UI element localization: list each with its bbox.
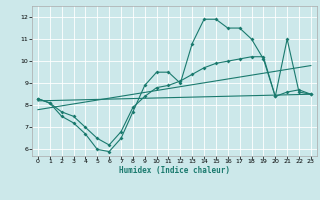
- X-axis label: Humidex (Indice chaleur): Humidex (Indice chaleur): [119, 166, 230, 175]
